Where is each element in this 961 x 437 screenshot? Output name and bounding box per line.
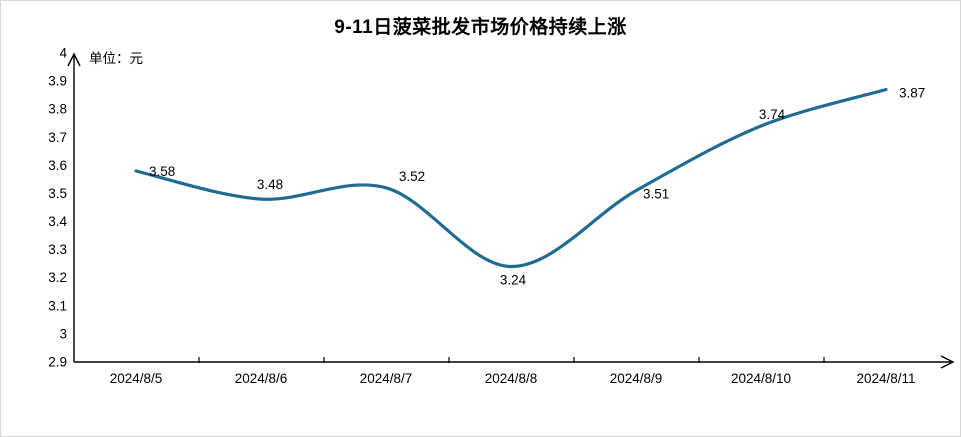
data-point-label: 3.87	[899, 86, 925, 101]
x-axis-arrow-icon	[940, 355, 955, 369]
x-axis-category-label: 2024/8/10	[731, 371, 791, 386]
y-axis-tick-label: 3.8	[48, 102, 67, 117]
y-axis-tick-label: 3.7	[48, 130, 67, 145]
x-axis-category-label: 2024/8/11	[856, 371, 915, 386]
y-axis-tick-label: 3.5	[48, 186, 67, 201]
y-axis-tick-label: 3.1	[48, 298, 67, 313]
data-point-label: 3.51	[643, 187, 669, 202]
series-line	[134, 87, 888, 269]
y-axis-tick-label: 3.9	[48, 74, 67, 89]
data-point-label: 3.48	[257, 177, 283, 192]
x-axis-category-label: 2024/8/9	[610, 371, 663, 386]
x-axis-category-label: 2024/8/5	[110, 371, 163, 386]
y-axis-tick-label: 2.9	[48, 355, 67, 370]
y-axis-tick-label: 4	[59, 46, 67, 61]
data-point-label: 3.52	[399, 169, 425, 184]
y-axis-tick-label: 3	[59, 326, 67, 341]
x-axis-category-label: 2024/8/8	[485, 371, 538, 386]
y-axis-tick-label: 3.3	[48, 242, 67, 257]
y-axis-tick-label: 3.6	[48, 158, 67, 173]
data-point-label: 3.24	[500, 272, 527, 287]
chart-title: 9-11日菠菜批发市场价格持续上涨	[334, 17, 627, 38]
x-axis-category-label: 2024/8/6	[235, 371, 288, 386]
data-point-label: 3.74	[759, 107, 786, 122]
y-axis-tick-label: 3.4	[48, 214, 67, 229]
unit-label: 单位：元	[89, 51, 143, 66]
y-axis-tick-label: 3.2	[48, 270, 67, 285]
y-axis-arrow-icon	[67, 52, 81, 67]
x-axis-category-label: 2024/8/7	[360, 371, 413, 386]
data-point-label: 3.58	[149, 164, 175, 179]
